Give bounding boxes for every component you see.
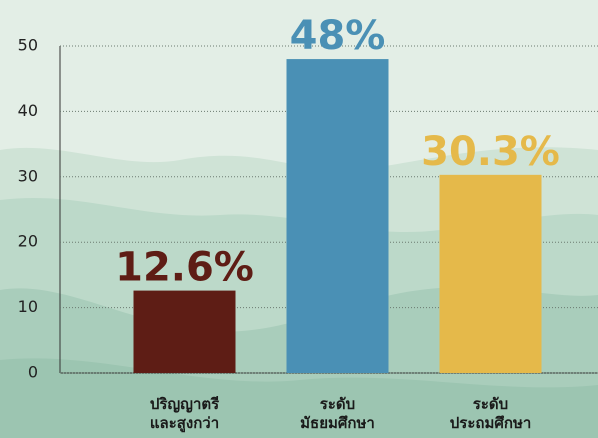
value-label: 30.3% xyxy=(421,129,560,175)
y-tick-label: 40 xyxy=(18,101,38,120)
value-label: 48% xyxy=(290,13,386,59)
y-tick-label: 10 xyxy=(18,297,38,316)
y-tick-label: 30 xyxy=(18,166,38,185)
bar xyxy=(133,290,236,373)
background-hills xyxy=(0,358,598,438)
x-tick-label: ระดับ มัธยมศึกษา xyxy=(300,395,375,432)
y-tick-label: 50 xyxy=(18,36,38,55)
bar xyxy=(286,59,389,374)
value-label: 12.6% xyxy=(115,245,254,291)
bar xyxy=(439,174,542,373)
x-tick-label: ระดับ ประถมศึกษา xyxy=(449,395,532,432)
y-tick-label: 20 xyxy=(18,232,38,251)
x-tick-label: ปริญญาตรี และสูงกว่า xyxy=(149,395,220,432)
y-tick-label: 0 xyxy=(28,363,38,382)
